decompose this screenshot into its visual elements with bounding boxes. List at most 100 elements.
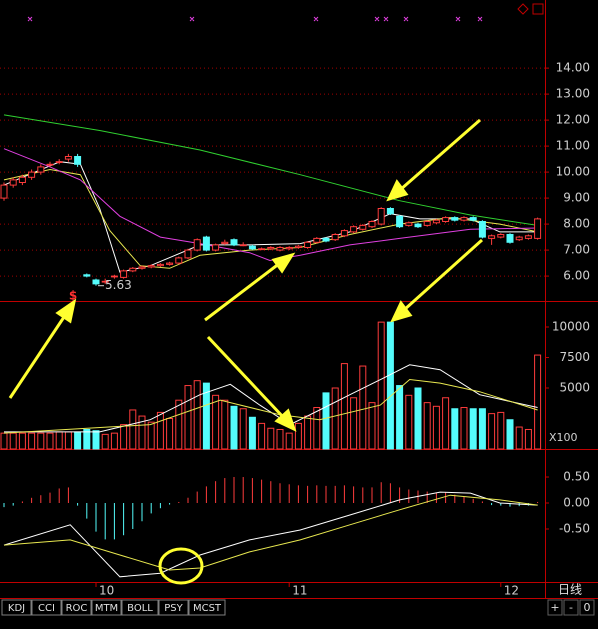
y-tick-label: 11.00	[556, 139, 590, 153]
button[interactable]	[547, 599, 563, 616]
candle-body	[460, 217, 468, 221]
volume-bar	[0, 432, 8, 450]
y-tick-label: 10000	[552, 320, 590, 334]
volume-bar	[285, 432, 293, 450]
volume-bar	[28, 432, 36, 450]
tab-label[interactable]: BOLL	[127, 603, 153, 614]
volume-bar	[184, 385, 192, 450]
candle-body	[258, 248, 266, 251]
volume-bar	[331, 387, 339, 450]
arrow	[399, 118, 481, 192]
volume-bar	[239, 408, 247, 450]
volume-bar	[451, 408, 459, 450]
y-tick-label: 0.50	[563, 470, 590, 484]
candle-body	[359, 224, 367, 230]
volume-bar	[9, 432, 17, 450]
y-tick-label: 7500	[559, 350, 590, 364]
button-label[interactable]: +	[550, 601, 559, 614]
candle-body	[110, 275, 118, 278]
volume-bar	[267, 427, 275, 450]
tab[interactable]	[158, 599, 189, 616]
volume-bar	[340, 363, 348, 450]
volume-bar	[46, 432, 54, 450]
candle-body	[55, 161, 63, 163]
candle-body	[432, 219, 440, 224]
tab-label[interactable]: ROC	[66, 603, 88, 614]
candle-body	[515, 236, 523, 241]
volume-bar	[432, 405, 440, 450]
candle-body	[377, 207, 385, 225]
volume-bar	[110, 432, 118, 450]
volume-bar	[506, 419, 514, 450]
icon-square[interactable]	[532, 3, 544, 15]
y-tick-label: 0.00	[563, 496, 590, 510]
candle-body	[396, 215, 404, 228]
unit-label: X100	[549, 431, 578, 444]
candle-body	[442, 217, 450, 222]
arrow	[204, 261, 281, 322]
tab[interactable]	[61, 599, 92, 616]
ex-rights-mark: $	[69, 289, 77, 303]
candle-body	[212, 244, 220, 251]
y-tick-label: 6.00	[563, 269, 590, 283]
icon-diamond[interactable]	[517, 3, 529, 15]
annotations	[8, 118, 484, 585]
candle-body	[304, 241, 312, 248]
candle-body	[46, 163, 54, 166]
average-line	[3, 491, 538, 578]
tab-label[interactable]: MCST	[193, 603, 222, 614]
candle-body	[276, 246, 284, 251]
button[interactable]	[563, 599, 579, 616]
button-label[interactable]: 0	[584, 601, 591, 614]
tab[interactable]	[121, 599, 159, 616]
candle-body	[166, 262, 174, 265]
tab-label[interactable]: KDJ	[8, 603, 25, 614]
candle-body	[488, 235, 496, 239]
arrow-head	[274, 408, 297, 432]
candle-body	[294, 245, 302, 248]
volume-bar	[138, 415, 146, 450]
candle-body	[267, 246, 275, 250]
candle-body	[175, 257, 183, 264]
candle-body	[322, 237, 330, 242]
volume-bar	[248, 416, 256, 450]
tab-label[interactable]: CCI	[38, 603, 55, 614]
tab-label[interactable]: MTM	[95, 603, 118, 614]
volume-bar	[460, 407, 468, 450]
candle-body	[221, 241, 229, 245]
tab[interactable]	[31, 599, 62, 616]
volume-bar	[212, 394, 220, 450]
volume-bar	[386, 321, 394, 450]
button[interactable]	[579, 599, 595, 616]
volume-bar	[101, 433, 109, 450]
tab[interactable]	[91, 599, 122, 616]
button-label[interactable]: -	[569, 601, 573, 614]
tab-label[interactable]: PSY	[164, 603, 183, 614]
candle-body	[101, 280, 109, 283]
volume-bar	[515, 426, 523, 450]
candle-body	[386, 207, 394, 215]
marker	[27, 16, 483, 22]
candle-body	[138, 266, 146, 269]
candle-body	[120, 270, 128, 278]
candle-body	[156, 263, 164, 267]
y-tick-label: 10.00	[556, 165, 590, 179]
tab[interactable]	[1, 599, 32, 616]
volume-bar	[193, 380, 201, 450]
x-tick-label: 11	[292, 584, 307, 598]
y-tick-label: 8.00	[563, 217, 590, 231]
candle-body	[423, 220, 431, 226]
volume-bar	[129, 409, 137, 450]
candle-body	[405, 222, 413, 226]
candle-body	[534, 218, 542, 239]
y-tick-label: 5000	[559, 381, 590, 395]
average-line	[3, 114, 538, 226]
candle-body	[239, 244, 247, 247]
x-tick-label: 12	[504, 584, 519, 598]
candle-body	[37, 166, 45, 173]
volume-bar	[322, 392, 330, 450]
volume-bar	[368, 402, 376, 450]
candle-body	[506, 233, 514, 243]
volume-bar	[497, 411, 505, 450]
tab[interactable]	[188, 599, 226, 616]
